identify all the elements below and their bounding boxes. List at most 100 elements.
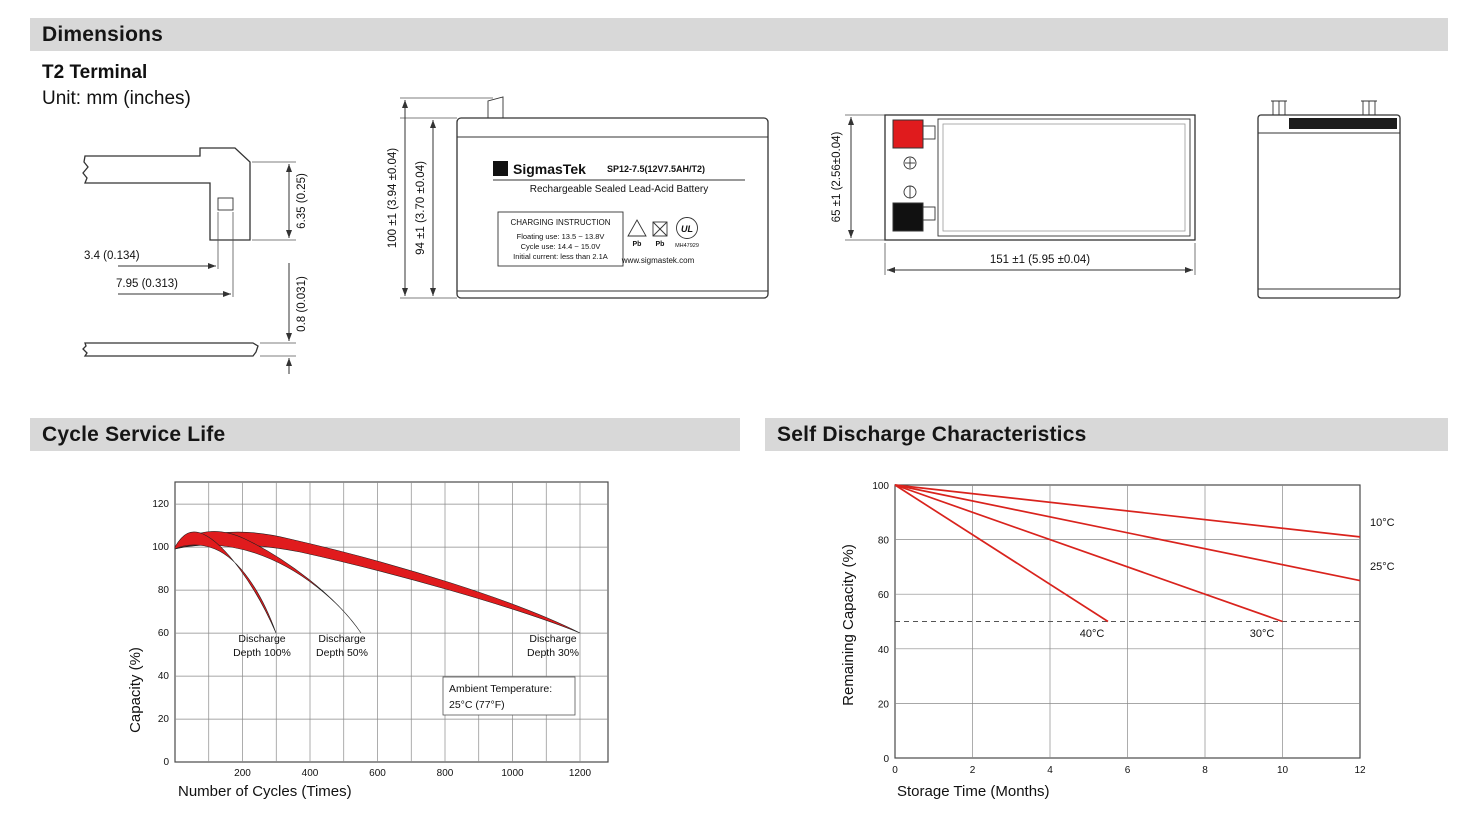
model-number: SP12-7.5(12V7.5AH/T2) [607, 164, 705, 174]
x-tick: 800 [437, 768, 454, 779]
section-title-cycle-life: Cycle Service Life [42, 422, 226, 446]
x-tick: 2 [970, 765, 976, 776]
band-depth-100 [174, 531, 277, 634]
section-title-dimensions: Dimensions [42, 22, 164, 46]
dim-tab-thickness-label: 0.8 (0.031) [296, 276, 308, 332]
battery-end-view-drawing [1257, 100, 1401, 299]
line-25c [894, 484, 1361, 582]
ul-file-number: MH47929 [675, 243, 699, 249]
positive-symbol-icon [903, 156, 917, 170]
ann-depth50-line2: Depth 50% [316, 647, 368, 659]
y-tick: 60 [878, 590, 890, 601]
charging-instruction-box [497, 211, 624, 267]
y-tick: 80 [158, 585, 170, 596]
negative-symbol-icon [903, 185, 917, 199]
pb-recycle-icon: Pb [627, 219, 647, 248]
y-tick: 20 [878, 699, 890, 710]
y-tick: 100 [872, 481, 889, 492]
self-chart-lines [894, 484, 1361, 623]
charging-initial-current: Initial current: less than 2.1A [513, 252, 608, 261]
x-tick: 10 [1277, 765, 1289, 776]
terminal-type-heading: T2 Terminal [42, 62, 148, 83]
x-tick: 1200 [569, 768, 592, 779]
dim-tab-width-label: 7.95 (0.313) [116, 278, 178, 290]
battery-side-view-drawing: 65 ±1 (2.56±0.04) 151 ±1 (5.95 ±0.04) [831, 114, 1196, 275]
ul-mark-text: UL [681, 224, 693, 234]
self-discharge-chart: 10°C 25°C 30°C 40°C 100 80 60 40 20 0 0 … [840, 481, 1395, 800]
cycle-chart-xlabel: Number of Cycles (Times) [178, 783, 352, 800]
dim-hole-width-label: 3.4 (0.134) [84, 250, 140, 262]
terminal-hole [217, 197, 234, 211]
self-chart-y-ticks: 100 80 60 40 20 0 [872, 481, 889, 765]
positive-terminal-tab [922, 125, 936, 140]
end-terminal-left [1271, 100, 1287, 115]
cycle-chart-grid [174, 481, 609, 763]
terminal-strip-outline [82, 342, 259, 357]
website-text: www.sigmastek.com [621, 256, 695, 265]
cycle-chart-ylabel: Capacity (%) [127, 647, 144, 733]
dim-tab-height-label: 6.35 (0.25) [296, 173, 308, 229]
section-header-self-discharge: Self Discharge Characteristics [765, 418, 1448, 451]
battery-case-side [884, 114, 1196, 241]
negative-terminal-tab [922, 206, 936, 221]
x-tick: 8 [1202, 765, 1208, 776]
charging-floating-use: Floating use: 13.5 ~ 13.8V [517, 232, 605, 241]
line-10c [894, 484, 1361, 538]
sigmastek-logo [493, 161, 508, 176]
ann-depth100-line1: Discharge [238, 633, 285, 645]
ann-depth100-line2: Depth 100% [233, 647, 291, 659]
front-dimension-lines [400, 97, 493, 299]
charging-instruction-title: CHARGING INSTRUCTION [511, 218, 611, 227]
x-tick: 600 [369, 768, 386, 779]
dim-side-length-label: 151 ±1 (5.95 ±0.04) [990, 254, 1090, 266]
unit-note: Unit: mm (inches) [42, 88, 191, 109]
ann-depth30-line1: Discharge [529, 633, 576, 645]
x-tick: 0 [892, 765, 898, 776]
x-tick: 200 [234, 768, 251, 779]
ambient-temperature-box [442, 676, 576, 716]
section-header-cycle-life: Cycle Service Life [30, 418, 740, 451]
ambient-line2: 25°C (77°F) [449, 699, 505, 711]
y-tick: 120 [152, 499, 169, 510]
y-tick: 0 [883, 754, 889, 765]
end-top-recess [1289, 118, 1397, 129]
x-tick: 1000 [501, 768, 524, 779]
y-tick: 60 [158, 628, 170, 639]
y-tick: 100 [152, 542, 169, 553]
pb-no-trash-icon: Pb [652, 221, 668, 248]
x-tick: 400 [302, 768, 319, 779]
y-tick: 40 [158, 671, 170, 682]
label-25c: 25°C [1370, 561, 1395, 573]
line-30c [894, 484, 1283, 623]
negative-terminal-black [892, 202, 924, 232]
label-30c: 30°C [1250, 628, 1275, 640]
pb-bin-label: Pb [656, 241, 665, 248]
positive-terminal-red [892, 119, 924, 149]
ambient-line1: Ambient Temperature: [449, 683, 552, 695]
battery-type-text: Rechargeable Sealed Lead-Acid Battery [530, 184, 708, 195]
charging-cycle-use: Cycle use: 14.4 ~ 15.0V [521, 242, 601, 251]
ann-depth50-line1: Discharge [318, 633, 365, 645]
section-header-dimensions: Dimensions [30, 18, 1448, 51]
cycle-chart-x-ticks: 200 400 600 800 1000 1200 [234, 768, 591, 779]
battery-case-end [1257, 100, 1401, 299]
terminal-tab-front [487, 96, 504, 118]
side-body-panel [937, 118, 1191, 237]
cycle-chart-annotations: Discharge Depth 100% Discharge Depth 50%… [233, 633, 579, 716]
battery-case-front [456, 96, 769, 299]
y-tick: 80 [878, 536, 890, 547]
pb-recycle-label: Pb [633, 241, 642, 248]
section-title-self-discharge: Self Discharge Characteristics [777, 422, 1087, 446]
line-40c [894, 484, 1109, 623]
dim-case-height-label: 94 ±1 (3.70 ±0.04) [415, 161, 427, 255]
x-tick: 12 [1354, 765, 1366, 776]
self-chart-ylabel: Remaining Capacity (%) [840, 544, 857, 706]
cycle-chart-bands [174, 531, 581, 634]
self-chart-grid [894, 484, 1361, 759]
self-chart-x-ticks: 0 2 4 6 8 10 12 [892, 765, 1366, 776]
cycle-chart-y-ticks: 120 100 80 60 40 20 0 [152, 499, 169, 768]
side-dimension-lines [845, 114, 1196, 275]
self-chart-curve-labels: 10°C 25°C 30°C 40°C [1080, 517, 1395, 640]
dim-total-height-label: 100 ±1 (3.94 ±0.04) [387, 148, 399, 248]
